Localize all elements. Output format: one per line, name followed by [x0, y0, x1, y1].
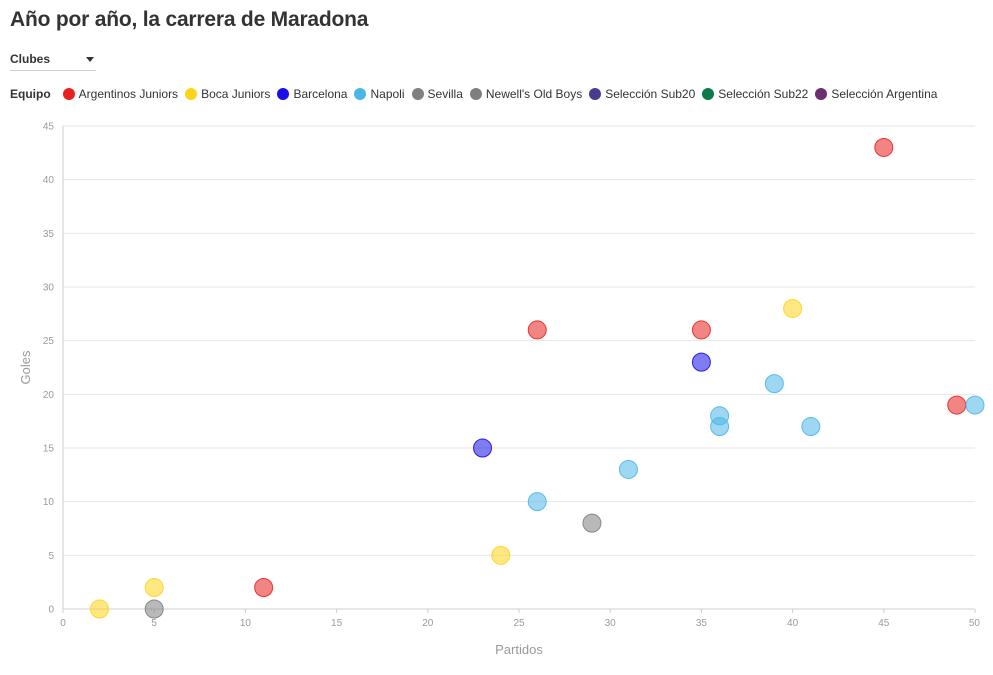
data-point[interactable] [89, 599, 109, 619]
legend-item[interactable]: Barcelona [277, 87, 347, 101]
data-point[interactable] [710, 406, 730, 426]
x-tick-label: 50 [969, 618, 981, 629]
legend-item[interactable]: Newell's Old Boys [469, 87, 583, 101]
y-tick-label: 25 [43, 336, 55, 347]
data-point[interactable] [254, 578, 274, 598]
legend-item-label: Sevilla [427, 87, 463, 101]
data-point[interactable] [764, 374, 784, 394]
legend-item[interactable]: Napoli [354, 87, 405, 101]
chevron-down-icon [86, 57, 94, 62]
legend-swatch-icon [702, 88, 715, 100]
legend-item[interactable]: Sevilla [411, 87, 463, 101]
x-tick-label: 0 [60, 618, 66, 629]
y-tick-label: 0 [48, 605, 54, 616]
y-tick-label: 40 [43, 175, 55, 186]
legend-title: Equipo [10, 87, 51, 101]
y-tick-label: 45 [43, 122, 55, 133]
data-point[interactable] [801, 417, 821, 437]
x-tick-label: 45 [878, 618, 890, 629]
data-point[interactable] [783, 298, 803, 318]
legend-swatch-icon [815, 88, 828, 100]
y-axis-ticks: 0 5 10 15 20 25 30 35 40 45 [43, 122, 55, 616]
x-axis-title: Partidos [495, 642, 543, 657]
legend-item[interactable]: Boca Juniors [185, 87, 270, 101]
legend-item[interactable]: Argentinos Juniors [62, 87, 179, 101]
x-tick-label: 5 [151, 618, 157, 629]
page-title: Año por año, la carrera de Maradona [10, 8, 369, 31]
y-tick-label: 35 [43, 229, 55, 240]
y-axis-title: Goles [18, 350, 33, 384]
legend-item-label: Barcelona [293, 87, 348, 101]
legend-item[interactable]: Selección Sub20 [589, 87, 695, 101]
legend-item-label: Napoli [370, 87, 405, 101]
data-point[interactable] [144, 578, 164, 598]
legend-swatch-icon [411, 88, 424, 100]
legend-item[interactable]: Selección Argentina [815, 87, 937, 101]
x-tick-label: 15 [331, 618, 343, 629]
legend-item-label: Newell's Old Boys [485, 87, 583, 101]
legend-item-label: Selección Sub20 [605, 87, 696, 101]
data-point[interactable] [473, 438, 493, 458]
data-points [89, 137, 985, 619]
grid-lines [62, 125, 975, 610]
x-tick-label: 30 [605, 618, 617, 629]
legend-swatch-icon [62, 88, 75, 100]
legend-swatch-icon [589, 88, 602, 100]
data-point[interactable] [527, 492, 547, 512]
data-point[interactable] [527, 320, 547, 340]
legend-item-label: Argentinos Juniors [78, 87, 179, 101]
data-point[interactable] [965, 395, 985, 415]
legend-item[interactable]: Selección Sub22 [702, 87, 808, 101]
legend-swatch-icon [354, 88, 367, 100]
data-point[interactable] [582, 513, 602, 533]
legend-swatch-icon [185, 88, 198, 100]
data-point[interactable] [618, 459, 638, 479]
y-tick-label: 5 [48, 551, 54, 562]
data-point[interactable] [947, 395, 967, 415]
legend-item-label: Boca Juniors [201, 87, 271, 101]
x-tick-label: 40 [787, 618, 799, 629]
data-point[interactable] [874, 137, 894, 157]
y-tick-label: 10 [43, 497, 55, 508]
legend-swatch-icon [469, 88, 482, 100]
legend-item-label: Selección Argentina [831, 87, 938, 101]
data-point[interactable] [144, 599, 164, 619]
y-tick-label: 20 [43, 390, 55, 401]
x-axis-ticks: 0 5 10 15 20 25 30 35 40 45 50 [60, 609, 980, 629]
data-point[interactable] [491, 545, 511, 565]
legend-item-label: Selección Sub22 [718, 87, 809, 101]
data-point[interactable] [691, 352, 711, 372]
dropdown-selected-label: Clubes [10, 52, 51, 66]
y-tick-label: 15 [43, 444, 55, 455]
x-tick-label: 25 [513, 618, 525, 629]
x-tick-label: 20 [422, 618, 434, 629]
legend-items: Argentinos Juniors Boca Juniors Barcelona N… [62, 87, 945, 101]
legend-swatch-icon [277, 88, 290, 100]
x-tick-label: 35 [696, 618, 708, 629]
data-point[interactable] [691, 320, 711, 340]
x-tick-label: 10 [240, 618, 252, 629]
legend: Equipo Argentinos Juniors Boca Juniors Bar… [10, 85, 944, 103]
team-type-dropdown[interactable]: Clubes [10, 50, 96, 71]
y-tick-label: 30 [43, 283, 55, 294]
